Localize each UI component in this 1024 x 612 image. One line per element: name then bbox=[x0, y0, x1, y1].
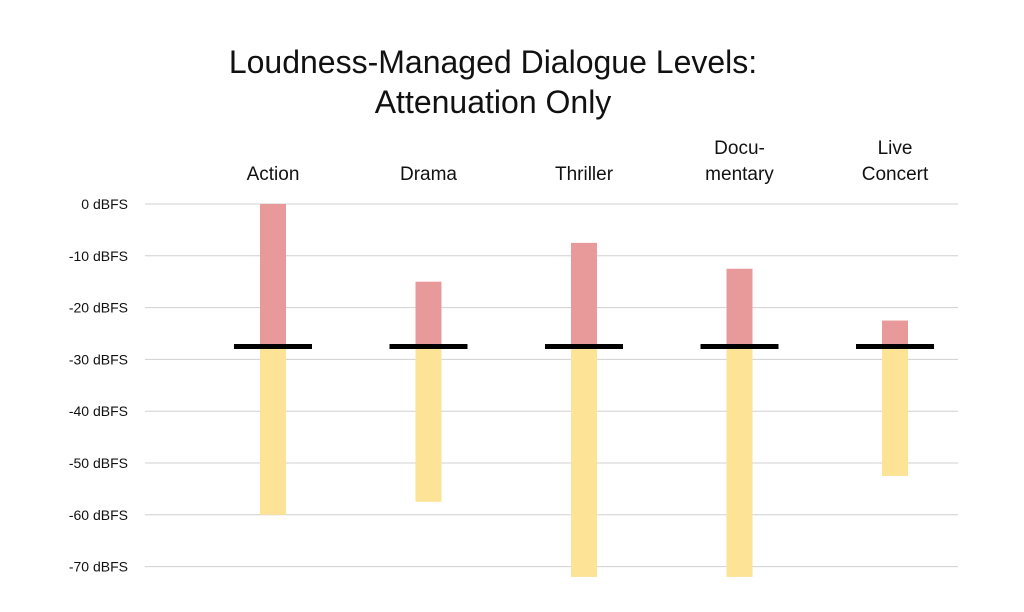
y-axis-tick-labels: 0 dBFS -10 dBFS -20 dBFS -30 dBFS -40 dBFS -5… bbox=[69, 196, 128, 575]
y-tick-label: -10 dBFS bbox=[69, 248, 128, 264]
category-label: Docu- bbox=[714, 138, 765, 159]
y-tick-label: -60 dBFS bbox=[69, 507, 128, 523]
bar-above-reference bbox=[882, 320, 908, 347]
y-tick-label: 0 dBFS bbox=[81, 196, 128, 212]
bar-below-reference bbox=[260, 346, 286, 515]
y-tick-label: -50 dBFS bbox=[69, 455, 128, 471]
chart-title-line-1: Loudness-Managed Dialogue Levels: bbox=[228, 44, 758, 80]
chart-title-line-2: Attenuation Only bbox=[374, 84, 612, 120]
bar-below-reference bbox=[571, 346, 597, 577]
bars bbox=[260, 204, 908, 577]
category-label: Live bbox=[878, 138, 913, 159]
category-label: Thriller bbox=[555, 164, 614, 185]
bar-above-reference bbox=[571, 242, 597, 347]
y-tick-label: -30 dBFS bbox=[69, 351, 128, 367]
category-label: Drama bbox=[400, 164, 457, 185]
category-label: Concert bbox=[862, 164, 929, 185]
y-tick-label: -40 dBFS bbox=[69, 403, 128, 419]
bar-below-reference bbox=[415, 346, 442, 502]
bar-above-reference bbox=[726, 268, 753, 347]
bar-below-reference bbox=[882, 346, 908, 476]
category-label: Action bbox=[247, 164, 300, 185]
chart-title: Loudness-Managed Dialogue Levels: Attenu… bbox=[0, 42, 986, 122]
bar-above-reference bbox=[415, 281, 442, 347]
bar-above-reference bbox=[260, 204, 286, 347]
category-label: mentary bbox=[705, 164, 774, 185]
category-labels: Action Drama Thriller Docu-mentary Live Conce… bbox=[247, 138, 929, 185]
bar-below-reference bbox=[726, 346, 753, 577]
y-tick-label: -70 dBFS bbox=[69, 559, 128, 575]
y-tick-label: -20 dBFS bbox=[69, 300, 128, 316]
